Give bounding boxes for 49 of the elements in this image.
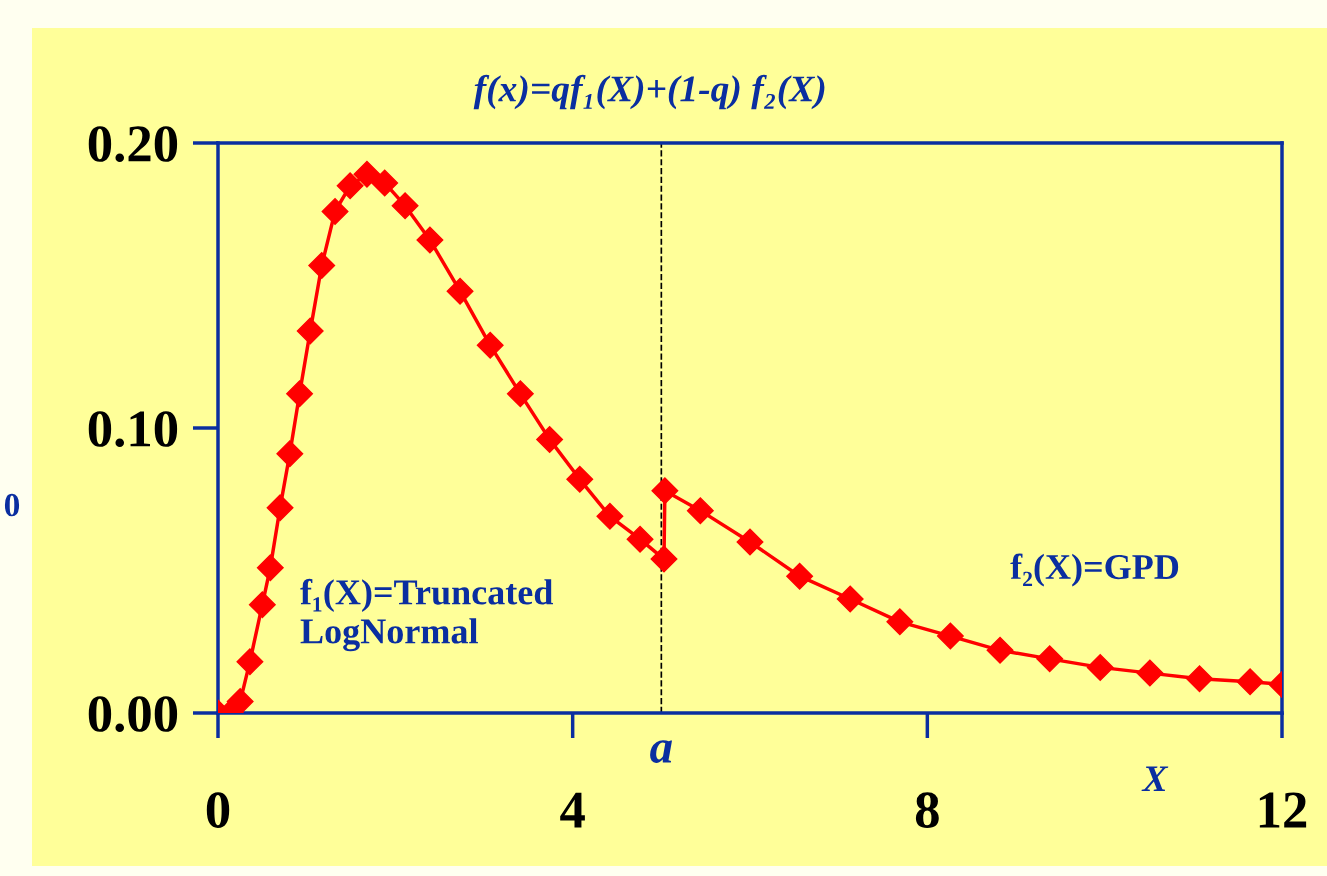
point — [836, 585, 864, 613]
point — [596, 502, 624, 530]
point — [236, 648, 264, 676]
point — [256, 554, 284, 582]
point — [391, 192, 419, 220]
x-tick-label: 0 — [206, 792, 230, 828]
y-tick-label: 0.00 — [88, 696, 178, 733]
point — [626, 525, 654, 553]
point — [1086, 653, 1114, 681]
ref-line-label: a — [650, 740, 673, 763]
point — [786, 562, 814, 590]
point — [371, 169, 399, 197]
y-axis-title: 0 — [4, 493, 20, 517]
point — [276, 440, 304, 468]
point — [476, 331, 504, 359]
point — [536, 425, 564, 453]
point — [650, 545, 678, 573]
y-tick-label: 0.10 — [88, 411, 178, 448]
point — [296, 317, 324, 345]
annotation: f₁(X)=Truncated LogNormal — [300, 578, 553, 652]
point — [566, 465, 594, 493]
x-tick-label: 12 — [1259, 792, 1307, 828]
point — [321, 197, 349, 225]
point — [651, 477, 679, 505]
x-tick-label: 8 — [915, 792, 939, 828]
point — [506, 380, 534, 408]
point — [446, 277, 474, 305]
point — [1036, 645, 1064, 673]
chart-title: f(x)=qf₁(X)+(1-q) f₂(X) — [473, 74, 825, 110]
x-tick-label: 4 — [560, 792, 585, 828]
point — [886, 608, 914, 636]
point — [336, 172, 364, 200]
point — [286, 380, 314, 408]
point — [936, 622, 964, 650]
point — [416, 226, 444, 254]
point — [353, 160, 381, 188]
point — [226, 688, 254, 713]
point — [736, 528, 764, 556]
point — [686, 497, 714, 525]
point — [1236, 668, 1264, 696]
point — [308, 252, 336, 280]
point — [248, 591, 276, 619]
point — [266, 494, 294, 522]
y-tick-label: 0.20 — [88, 126, 178, 163]
point — [1136, 659, 1164, 687]
x-axis-title: X — [1141, 766, 1169, 792]
point — [1186, 665, 1214, 693]
annotation: f₂(X)=GPD — [1010, 553, 1179, 587]
point — [986, 636, 1014, 664]
